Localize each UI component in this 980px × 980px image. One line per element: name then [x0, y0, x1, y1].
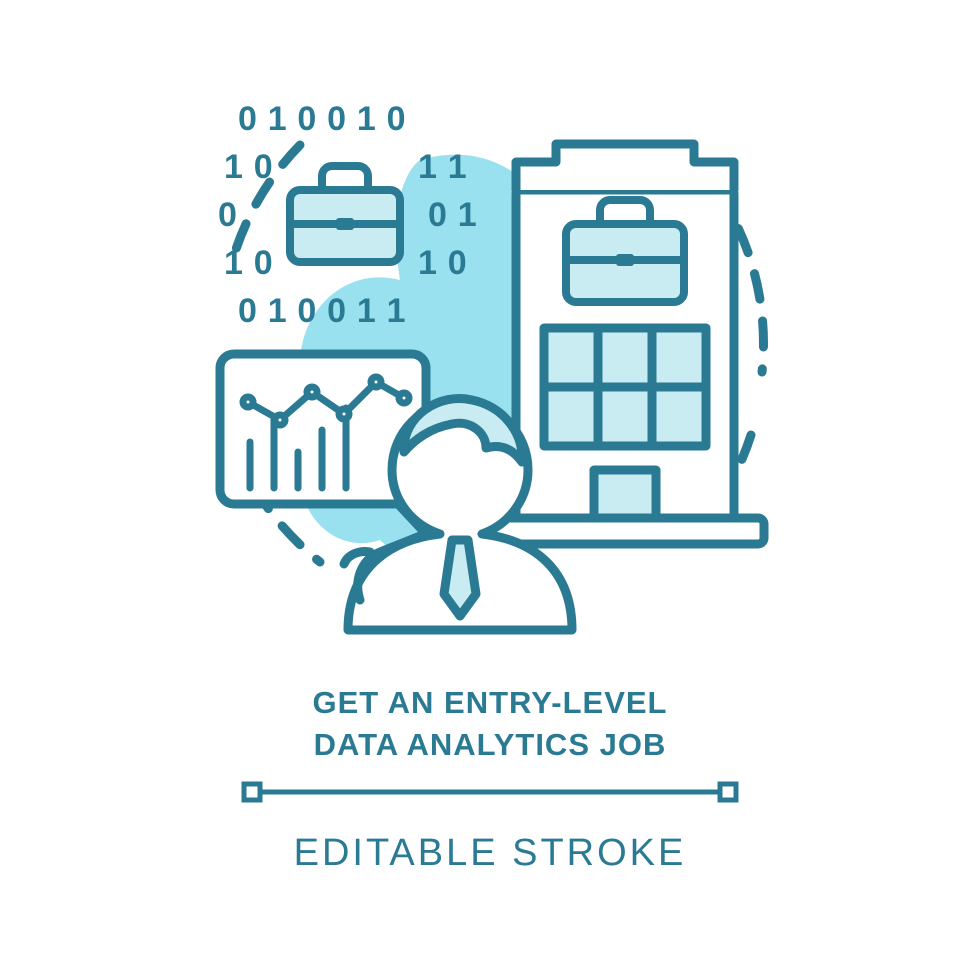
svg-text:1 0: 1 0 [224, 244, 275, 282]
svg-text:1 1: 1 1 [418, 148, 469, 186]
briefcase-small-icon [290, 166, 400, 262]
svg-text:0 1 0 0 1 0: 0 1 0 0 1 0 [238, 100, 408, 138]
svg-text:1 0: 1 0 [224, 148, 275, 186]
title-line-1: GET AN ENTRY-LEVEL [312, 685, 667, 720]
subtitle-text: EDITABLE STROKE [0, 832, 980, 875]
svg-text:1 0: 1 0 [418, 244, 469, 282]
divider-line [244, 784, 736, 800]
title-line-2: DATA ANALYTICS JOB [314, 727, 667, 762]
main-title: GET AN ENTRY-LEVEL DATA ANALYTICS JOB [0, 682, 980, 766]
infographic-canvas: 0 1 0 0 1 0 1 0 1 1 0 0 1 1 0 1 0 0 1 0 0 1… [0, 0, 980, 980]
svg-text:0: 0 [218, 196, 239, 234]
svg-text:0 1: 0 1 [428, 196, 479, 234]
svg-text:0 1 0 0 1 1: 0 1 0 0 1 1 [238, 292, 408, 330]
